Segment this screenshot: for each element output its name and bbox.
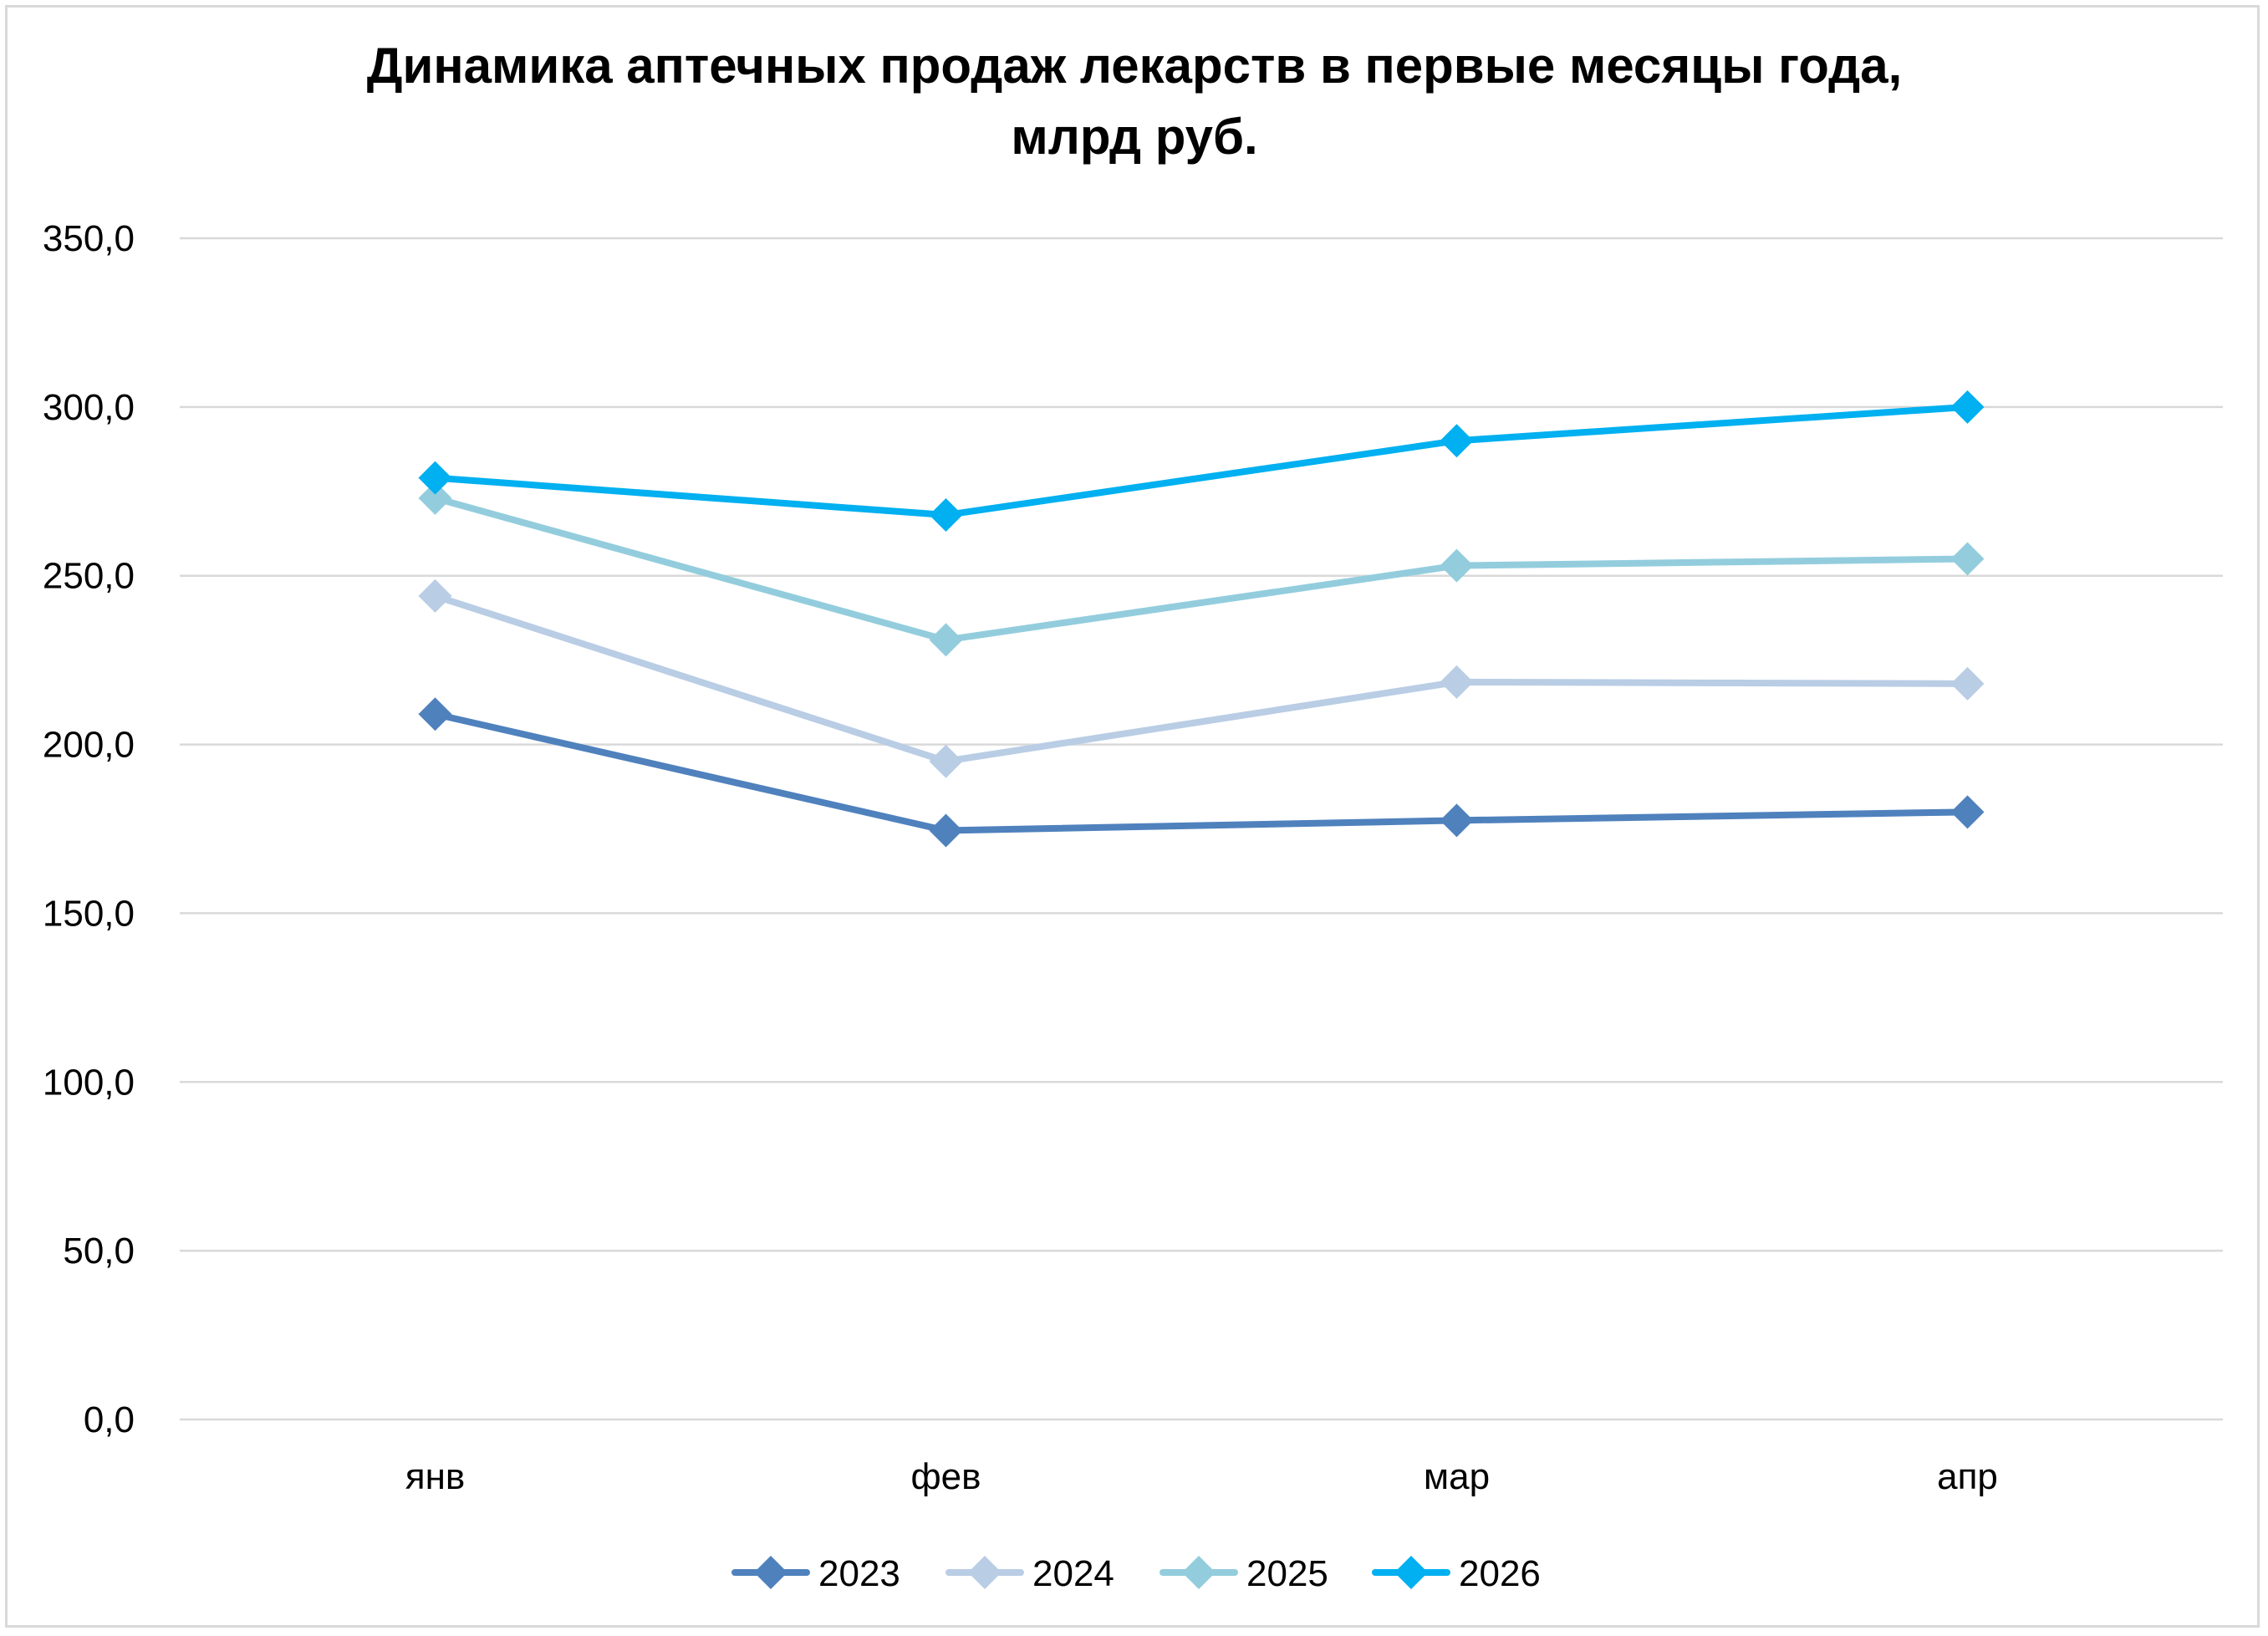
data-point-marker xyxy=(418,461,452,495)
legend-label: 2023 xyxy=(818,1553,900,1594)
legend-label: 2025 xyxy=(1246,1553,1328,1594)
legend-label: 2026 xyxy=(1459,1553,1541,1594)
data-point-marker xyxy=(929,623,963,657)
legend-item-2025: 2025 xyxy=(1159,1553,1328,1594)
chart-title-line-1: Динамика аптечных продаж лекарств в перв… xyxy=(367,38,1903,94)
legend-marker xyxy=(1394,1556,1428,1589)
series-2025 xyxy=(418,481,1985,657)
y-tick-label: 200,0 xyxy=(43,725,135,766)
y-tick-label: 100,0 xyxy=(43,1062,135,1103)
data-point-marker xyxy=(1950,666,1985,701)
data-point-marker xyxy=(1440,803,1474,838)
y-tick-label: 50,0 xyxy=(63,1231,135,1272)
legend-marker xyxy=(1182,1556,1216,1589)
y-tick-label: 250,0 xyxy=(43,556,135,597)
legend-item-2026: 2026 xyxy=(1372,1553,1541,1594)
data-point-marker xyxy=(929,744,963,778)
data-point-marker xyxy=(929,813,963,848)
legend-label: 2024 xyxy=(1032,1553,1114,1594)
x-tick-label: фев xyxy=(910,1456,981,1497)
chart-frame: Динамика аптечных продаж лекарств в перв… xyxy=(5,5,2260,1628)
y-tick-label: 150,0 xyxy=(43,893,135,934)
series-lines xyxy=(418,390,1985,848)
series-2026 xyxy=(418,390,1985,533)
legend-marker xyxy=(754,1556,787,1589)
y-tick-label: 300,0 xyxy=(43,387,135,428)
line-chart: Динамика аптечных продаж лекарств в перв… xyxy=(43,38,2223,1594)
chart-title-line-2: млрд руб. xyxy=(1011,109,1257,165)
legend-item-2024: 2024 xyxy=(945,1553,1114,1594)
y-tick-label: 0,0 xyxy=(84,1399,135,1440)
x-tick-label: янв xyxy=(405,1456,466,1497)
data-point-marker xyxy=(1440,424,1474,458)
series-line xyxy=(431,592,1971,765)
data-point-marker xyxy=(1440,548,1474,583)
series-line xyxy=(431,494,1971,644)
data-point-marker xyxy=(418,697,452,731)
legend-item-2023: 2023 xyxy=(731,1553,900,1594)
y-axis-tick-labels: 0,0 50,0 100,0 150,0 200,0 250,0 300,0 350,0 xyxy=(43,218,135,1440)
series-2023 xyxy=(418,697,1985,848)
series-line xyxy=(431,711,1971,834)
x-tick-label: мар xyxy=(1424,1456,1490,1497)
x-axis-tick-labels: янв фев мар апр xyxy=(405,1456,1998,1497)
series-2024 xyxy=(418,578,1985,778)
data-point-marker xyxy=(1440,665,1474,699)
data-point-marker xyxy=(418,481,452,515)
data-point-marker xyxy=(1950,795,1985,829)
data-point-marker xyxy=(1950,542,1985,576)
data-point-marker xyxy=(1950,390,1985,424)
y-tick-label: 350,0 xyxy=(43,218,135,259)
data-point-marker xyxy=(929,498,963,533)
legend-marker xyxy=(968,1556,1001,1589)
series-line xyxy=(431,403,1971,519)
legend: 2023 2024 2025 2026 xyxy=(731,1553,1541,1594)
data-point-marker xyxy=(418,578,452,613)
x-tick-label: апр xyxy=(1937,1456,1998,1497)
gridlines xyxy=(180,237,2223,1421)
